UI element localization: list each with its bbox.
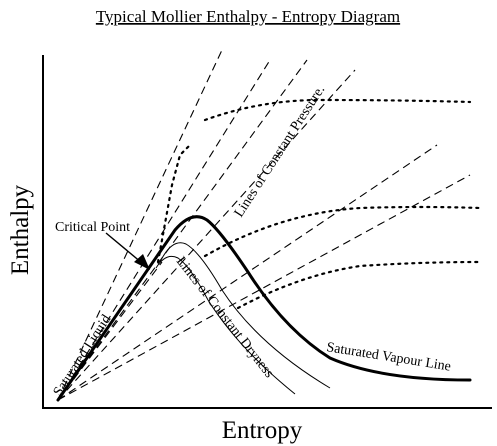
dotted-line-3: [203, 205, 482, 258]
x-axis-label: Entropy: [222, 417, 303, 444]
pressure-line-4: [57, 69, 356, 401]
constant-dryness-lines: [155, 242, 331, 395]
dryness-line-1: [159, 242, 331, 389]
diagram-title: Typical Mollier Enthalpy - Entropy Diagr…: [96, 7, 400, 26]
pressure-line-6: [57, 174, 471, 401]
critical-point-arrow: [105, 232, 150, 270]
critical-point-label: Critical Point: [55, 220, 130, 235]
dryness-line-2: [155, 255, 296, 395]
y-axis-label: Enthalpy: [7, 184, 34, 275]
saturated-vapour-label: Saturated Vapour Line: [325, 340, 452, 374]
saturation-curve: [56, 215, 472, 402]
dotted-line-2: [203, 98, 472, 122]
superheat-dotted-lines: [156, 98, 482, 310]
dotted-line-1: [156, 143, 192, 264]
pressure-line-2: [57, 59, 271, 401]
constant-dryness-label: Lines of Constant Dryness: [173, 254, 277, 381]
axes: [42, 55, 492, 409]
constant-pressure-label: Lines of Constant Pressure.: [232, 83, 328, 220]
pressure-line-3: [57, 59, 308, 401]
dotted-line-4: [236, 260, 482, 310]
